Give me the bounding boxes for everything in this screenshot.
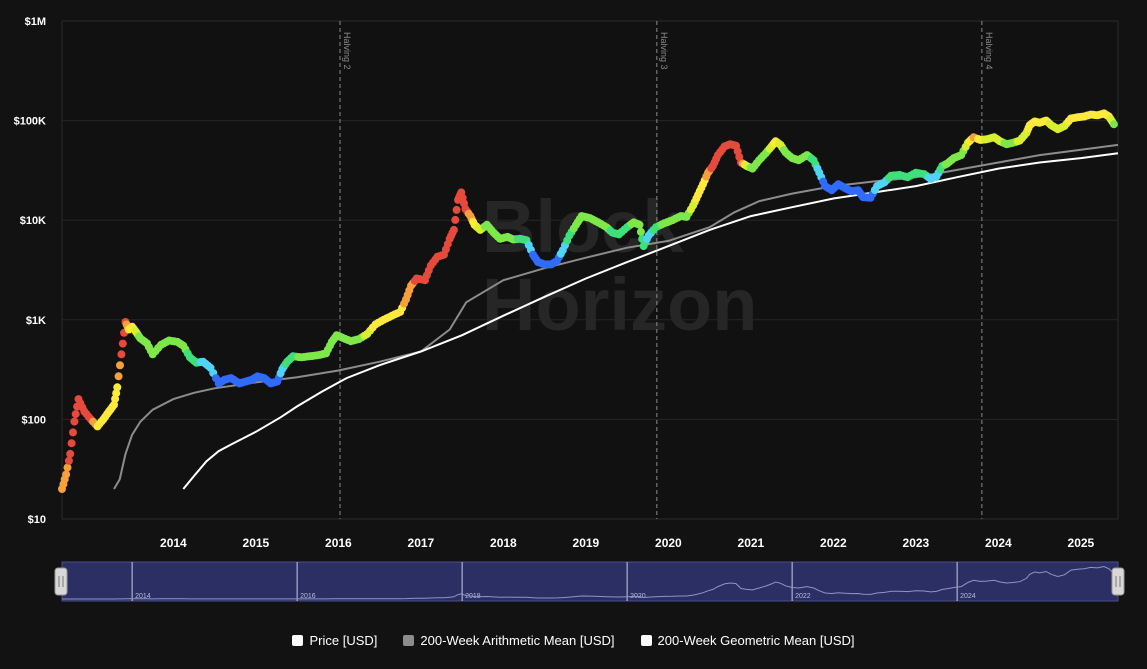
y-tick-label: $1K [26, 315, 46, 327]
halving-label: Halving 3 [659, 32, 669, 70]
x-tick-label: 2016 [325, 536, 352, 550]
halving-label: Halving 2 [342, 32, 352, 70]
y-tick-label: $10K [20, 215, 46, 227]
navigator-year-label: 2024 [960, 593, 976, 600]
price-point [114, 372, 123, 381]
geometric-mean-line [182, 152, 1119, 490]
x-tick-label: 2015 [243, 536, 270, 550]
halving-markers: Halving 2 Halving 3 Halving 4 [339, 21, 994, 519]
navigator-handle-left[interactable] [54, 567, 68, 596]
price-point [116, 361, 124, 370]
legend-item-arithmetic-mean[interactable]: 200-Week Arithmetic Mean [USD] [403, 633, 615, 648]
legend-label-arithmetic-mean: 200-Week Arithmetic Mean [USD] [420, 633, 615, 648]
legend-swatch-arithmetic-mean [403, 635, 415, 646]
navigator-year-label: 2016 [300, 593, 316, 600]
legend-swatch-price [292, 635, 304, 646]
price-point [71, 410, 80, 419]
x-tick-label: 2022 [820, 536, 847, 550]
price-point [449, 225, 458, 234]
y-tick-label: $1M [25, 16, 46, 28]
x-tick-label: 2025 [1068, 536, 1095, 550]
legend: Price [USD] 200-Week Arithmetic Mean [US… [0, 633, 1147, 648]
price-point [64, 456, 73, 465]
x-tick-label: 2023 [903, 536, 930, 550]
y-axis: $10 $100 $1K $10K $100K $1M [14, 16, 46, 526]
x-axis: 2014 2015 2016 2017 2018 2019 2020 2021 2022 2023… [160, 536, 1095, 550]
plot-area [61, 20, 1119, 520]
price-point [117, 350, 126, 359]
price-point [67, 439, 76, 448]
price-point [62, 470, 71, 479]
navigator-handle-right[interactable] [1111, 567, 1125, 596]
price-point [635, 220, 644, 229]
price-point [113, 383, 122, 392]
legend-label-geometric-mean: 200-Week Geometric Mean [USD] [657, 633, 855, 648]
price-point [63, 463, 72, 472]
x-tick-label: 2021 [738, 536, 765, 550]
navigator-year-label: 2014 [135, 593, 151, 600]
x-tick-label: 2020 [655, 536, 682, 550]
price-point [451, 215, 460, 224]
x-tick-label: 2024 [985, 536, 1012, 550]
halving-label: Halving 4 [984, 32, 994, 70]
y-tick-label: $10 [28, 514, 46, 526]
price-point [112, 389, 121, 398]
price-point [70, 417, 79, 426]
legend-item-price[interactable]: Price [USD] [292, 633, 377, 648]
price-point [69, 428, 77, 437]
navigator-mini-line [62, 565, 1115, 600]
y-tick-label: $100 [22, 414, 46, 426]
navigator[interactable]: 2014 2016 2018 2020 2022 2024 [54, 561, 1125, 602]
price-point [636, 227, 645, 236]
price-series [58, 109, 1118, 493]
legend-item-geometric-mean[interactable]: 200-Week Geometric Mean [USD] [640, 633, 855, 648]
x-tick-label: 2018 [490, 536, 517, 550]
legend-label-price: Price [USD] [309, 633, 378, 648]
watermark-line-1: Block [482, 185, 684, 268]
x-tick-label: 2017 [408, 536, 435, 550]
legend-swatch-geometric-mean [640, 635, 652, 646]
x-tick-label: 2019 [573, 536, 600, 550]
price-point [66, 449, 75, 458]
price-point [1109, 120, 1118, 129]
navigator-year-label: 2022 [795, 593, 811, 600]
price-point [452, 205, 461, 214]
y-tick-label: $100K [14, 116, 46, 128]
price-point [118, 339, 127, 348]
watermark: Block Horizon [482, 185, 757, 346]
watermark-line-2: Horizon [482, 263, 757, 346]
x-tick-label: 2014 [160, 536, 187, 550]
